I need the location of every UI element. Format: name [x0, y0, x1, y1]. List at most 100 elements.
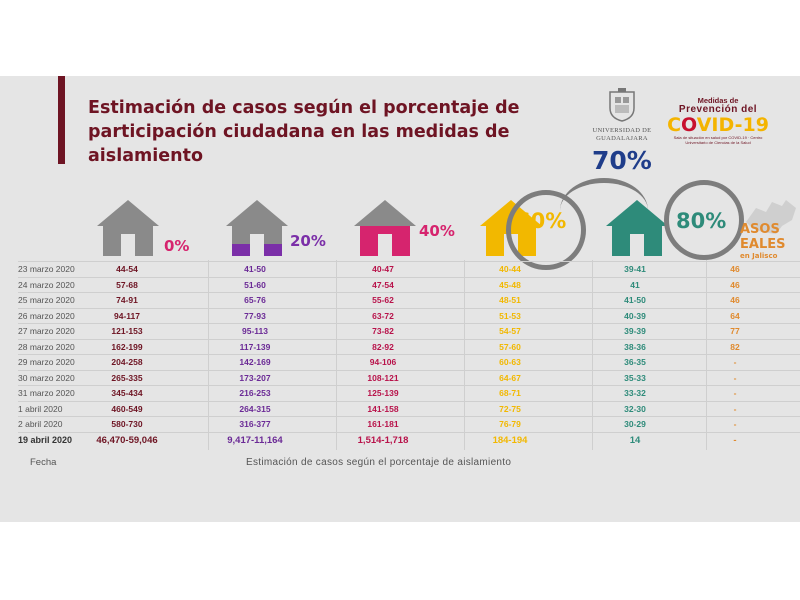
- table-row: 31 marzo 2020 345-434 216-253 125-139 68-71 3…: [18, 387, 800, 402]
- row-date: 28 marzo 2020: [18, 341, 75, 352]
- covid-logo-title: COVID-19: [662, 115, 774, 135]
- cell-col-2: 108-121: [367, 372, 399, 383]
- column-divider: [208, 260, 209, 450]
- cell-col-1: 95-113: [242, 326, 268, 336]
- cell-col-0: 57-68: [116, 279, 138, 290]
- cell-col-2: 1,514-1,718: [357, 434, 409, 446]
- covid-virus-o: O: [681, 114, 697, 136]
- ring-60: [506, 190, 586, 270]
- row-divider: [18, 369, 800, 371]
- udg-crest-icon: [609, 88, 635, 122]
- cell-col-1: 264-315: [239, 403, 271, 414]
- row-header-label: Fecha: [30, 457, 57, 468]
- row-divider: [18, 276, 800, 278]
- cell-col-0: 44-54: [116, 264, 138, 274]
- cell-col-0: 74-91: [116, 295, 138, 305]
- table-row: 24 marzo 2020 57-68 51-60 47-54 45-48 41 46: [18, 279, 800, 294]
- house-icon-20: [226, 200, 288, 256]
- cell-col-3: 64-67: [499, 372, 521, 383]
- covid-logo-line2: Prevención del: [678, 104, 758, 115]
- chart-title: Estimación de casos según el porcentaje …: [88, 98, 520, 166]
- cell-col-1: 65-76: [244, 295, 266, 305]
- cell-col-5: -: [733, 372, 737, 383]
- cell-col-3: 40-44: [499, 264, 521, 274]
- cell-col-4: 38-36: [624, 341, 646, 352]
- ring-80: [664, 180, 744, 260]
- cell-col-0: 121-153: [111, 326, 143, 336]
- cell-col-1: 142-169: [239, 357, 271, 367]
- jalisco-map-icon: [746, 200, 796, 234]
- cell-col-0: 94-117: [114, 310, 140, 321]
- covid-logo-line1: Medidas de: [697, 96, 739, 105]
- cell-col-1: 117-139: [239, 341, 271, 352]
- cell-col-5: 77: [730, 326, 740, 336]
- cell-col-0: 580-730: [111, 419, 143, 429]
- cell-col-2: 94-106: [369, 357, 397, 367]
- cell-col-4: 41-50: [624, 295, 646, 305]
- cell-col-5: 46: [730, 295, 740, 305]
- row-divider: [18, 431, 800, 433]
- header-60-label: 60%: [516, 209, 567, 233]
- column-divider: [464, 260, 465, 450]
- header-20-label: 20%: [290, 232, 326, 250]
- cell-col-0: 345-434: [111, 388, 143, 398]
- table-row: 1 abril 2020 460-549 264-315 141-158 72-75 32…: [18, 403, 800, 418]
- row-divider: [18, 416, 800, 417]
- row-date: 29 marzo 2020: [18, 357, 75, 367]
- header-40-label: 40%: [419, 222, 455, 240]
- row-date: 30 marzo 2020: [18, 372, 75, 383]
- reales-line2: EALES: [740, 237, 786, 252]
- table-row: 28 marzo 2020 162-199 117-139 82-92 57-60 38-…: [18, 341, 800, 356]
- cell-col-5: -: [733, 357, 737, 367]
- cell-col-4: 14: [629, 434, 641, 446]
- row-date: 25 marzo 2020: [18, 295, 75, 305]
- cell-col-2: 82-92: [372, 341, 394, 352]
- reales-line3: en Jalisco: [740, 252, 778, 260]
- cell-col-2: 141-158: [367, 403, 399, 414]
- cell-col-3: 72-75: [499, 403, 521, 414]
- cell-col-2: 161-181: [367, 419, 399, 429]
- house-icon-80: [606, 200, 668, 256]
- row-date: 23 marzo 2020: [18, 264, 75, 274]
- row-divider: [18, 292, 800, 293]
- cell-col-3: 60-63: [499, 357, 521, 367]
- cell-col-0: 204-258: [111, 357, 143, 367]
- x-axis-caption: Estimación de casos según el porcentaje …: [246, 457, 512, 468]
- cell-col-3: 184-194: [492, 434, 528, 446]
- column-divider: [706, 260, 707, 450]
- column-divider: [592, 260, 593, 450]
- cell-col-1: 41-50: [244, 264, 266, 274]
- house-icon-40: [354, 200, 416, 256]
- ring-connector: [560, 178, 648, 243]
- header-0-label: 0%: [164, 237, 190, 255]
- cell-col-4: 35-33: [624, 372, 646, 383]
- row-date: 26 marzo 2020: [18, 310, 75, 321]
- slide: Estimación de casos según el porcentaje …: [0, 76, 800, 522]
- row-date: 27 marzo 2020: [18, 326, 75, 336]
- house-icon-0: [97, 200, 159, 256]
- cell-col-4: 30-29: [624, 419, 646, 429]
- table-row: 19 abril 2020 46,470-59,046 9,417-11,164 1,…: [18, 434, 800, 449]
- row-date: 1 abril 2020: [18, 403, 63, 414]
- cell-col-4: 39-39: [624, 326, 646, 336]
- row-divider: [18, 400, 800, 402]
- row-divider: [18, 385, 800, 386]
- cell-col-1: 316-377: [239, 419, 271, 429]
- cell-col-0: 162-199: [111, 341, 143, 352]
- cell-col-5: -: [733, 403, 737, 414]
- cell-col-0: 46,470-59,046: [96, 434, 158, 446]
- cell-col-0: 460-549: [111, 403, 143, 414]
- cell-col-4: 41: [630, 279, 640, 290]
- table-row: 25 marzo 2020 74-91 65-76 55-62 48-51 41-50 46: [18, 294, 800, 309]
- cell-col-3: 68-71: [499, 388, 521, 398]
- cell-col-1: 51-60: [244, 279, 266, 290]
- cell-col-1: 9,417-11,164: [227, 434, 283, 446]
- table-row: 30 marzo 2020 265-335 173-207 108-121 64-67 3…: [18, 372, 800, 387]
- cell-col-2: 40-47: [372, 264, 394, 274]
- cell-col-4: 36-35: [624, 357, 646, 367]
- cell-col-1: 173-207: [239, 372, 271, 383]
- row-date: 19 abril 2020: [18, 434, 73, 445]
- cell-col-5: -: [733, 419, 737, 429]
- cell-col-3: 45-48: [499, 279, 521, 290]
- cell-col-5: 46: [730, 264, 740, 274]
